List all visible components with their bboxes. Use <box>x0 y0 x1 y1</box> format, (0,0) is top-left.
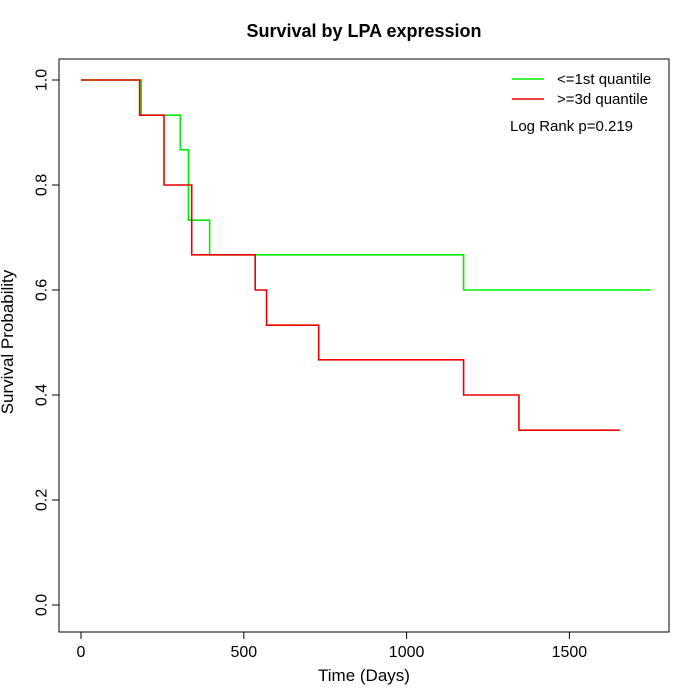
x-tick-label: 500 <box>230 644 257 661</box>
y-tick-label: 0.8 <box>34 174 51 196</box>
y-tick-label: 0.2 <box>34 489 51 511</box>
legend-label-1: <=1st quantile <box>557 71 651 88</box>
y-tick-label: 0.0 <box>34 594 51 616</box>
y-tick-label: 1.0 <box>34 69 51 91</box>
legend: <=1st quantile >=3d quantile <box>512 71 651 108</box>
survival-curves <box>81 79 651 431</box>
x-tick-label: 1000 <box>389 644 425 661</box>
x-tick-label: 1500 <box>552 644 588 661</box>
y-tick-label: 0.4 <box>34 384 51 406</box>
chart-title: Survival by LPA expression <box>246 21 481 41</box>
x-tick-label: 0 <box>77 644 86 661</box>
survival-curve-2 <box>81 79 620 431</box>
x-axis-label: Time (Days) <box>318 666 410 685</box>
x-axis: 0 500 1000 1500 <box>77 631 588 661</box>
y-tick-label: 0.6 <box>34 279 51 301</box>
y-axis: 0.0 0.2 0.4 0.6 0.8 1.0 <box>34 69 60 616</box>
legend-label-2: >=3d quantile <box>557 91 648 108</box>
plot-frame <box>58 58 670 633</box>
y-axis-label: Survival Probability <box>0 269 17 414</box>
log-rank-annotation: Log Rank p=0.219 <box>510 118 633 135</box>
